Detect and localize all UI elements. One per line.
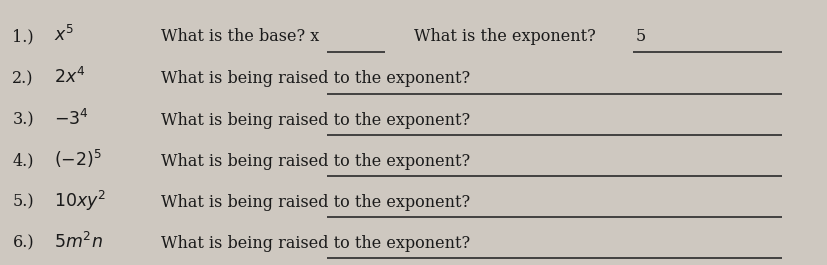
- Text: 5.): 5.): [12, 194, 34, 211]
- Text: What is being raised to the exponent?: What is being raised to the exponent?: [161, 235, 470, 252]
- Text: 3.): 3.): [12, 112, 34, 129]
- Text: $10xy^2$: $10xy^2$: [54, 189, 106, 213]
- Text: What is being raised to the exponent?: What is being raised to the exponent?: [161, 70, 470, 87]
- Text: 5: 5: [635, 28, 645, 45]
- Text: What is the exponent?: What is the exponent?: [414, 28, 595, 45]
- Text: 1.): 1.): [12, 28, 34, 45]
- Text: What is being raised to the exponent?: What is being raised to the exponent?: [161, 112, 470, 129]
- Text: 4.): 4.): [12, 153, 34, 170]
- Text: 2.): 2.): [12, 70, 34, 87]
- Text: $2x^4$: $2x^4$: [54, 67, 85, 87]
- Text: $5m^2n$: $5m^2n$: [54, 232, 103, 252]
- Text: $x^5$: $x^5$: [54, 25, 74, 45]
- Text: What is the base? x: What is the base? x: [161, 28, 319, 45]
- Text: What is being raised to the exponent?: What is being raised to the exponent?: [161, 153, 470, 170]
- Text: What is being raised to the exponent?: What is being raised to the exponent?: [161, 194, 470, 211]
- Text: $-3^4$: $-3^4$: [54, 108, 88, 129]
- Text: 6.): 6.): [12, 235, 34, 252]
- Text: $(-2)^5$: $(-2)^5$: [54, 148, 102, 170]
